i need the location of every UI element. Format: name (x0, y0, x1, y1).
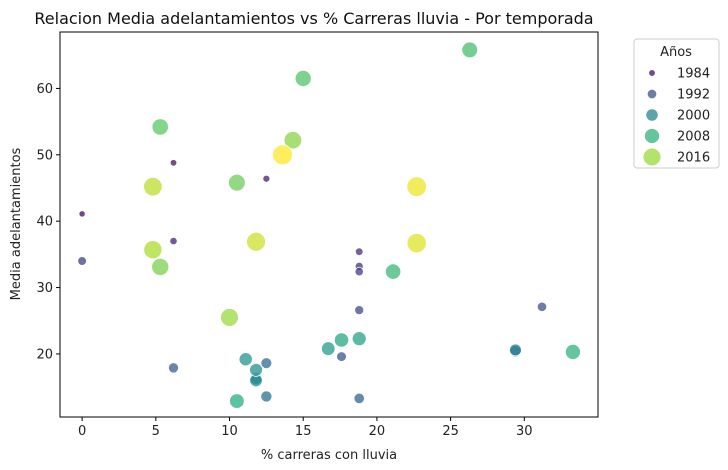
data-point (564, 343, 581, 360)
x-tick-label: 5 (152, 424, 160, 439)
legend-label: 2000 (677, 109, 710, 124)
data-point (384, 263, 402, 280)
data-point (246, 231, 266, 252)
data-point (169, 159, 178, 167)
y-tick-label: 20 (36, 347, 53, 362)
data-point (333, 332, 350, 348)
x-axis-label: % carreras con lluvia (261, 448, 397, 463)
legend-entries: 1984 1992 2000 2008 2016 (642, 67, 710, 167)
legend-label: 1984 (677, 67, 710, 82)
data-point (283, 131, 303, 150)
data-point (536, 301, 548, 312)
data-point (272, 144, 293, 166)
legend-marker (645, 108, 659, 122)
y-tick-label: 50 (36, 148, 53, 163)
y-axis-label: Media adelantamientos (9, 147, 24, 300)
data-point (77, 256, 87, 266)
legend: Años 1984 1992 2000 2008 2016 (633, 38, 720, 169)
data-point (169, 236, 178, 246)
data-point (351, 331, 367, 347)
legend-marker (642, 147, 662, 167)
legend-label: 1992 (677, 88, 710, 103)
data-point (321, 341, 336, 356)
data-point (336, 351, 347, 362)
data-point (406, 233, 427, 254)
legend-label: 2016 (677, 151, 710, 166)
data-point (262, 174, 271, 183)
data-point (354, 267, 364, 277)
data-point (354, 305, 365, 316)
y-tick-label: 40 (36, 215, 53, 230)
x-tick-label: 30 (516, 424, 533, 439)
legend-title: Años (660, 45, 692, 60)
x-axis-ticks: 0 5 10 15 20 25 30 (78, 417, 533, 439)
data-point (151, 257, 170, 276)
data-point (461, 41, 479, 59)
data-point (260, 390, 273, 403)
legend-marker (648, 69, 656, 77)
legend-marker (646, 88, 658, 100)
data-point (78, 210, 86, 218)
data-point (143, 240, 163, 260)
data-point (220, 308, 239, 327)
data-point (509, 343, 522, 357)
y-tick-label: 30 (36, 281, 53, 296)
data-point (353, 392, 365, 405)
data-point (406, 176, 427, 197)
y-axis-ticks: 20 30 40 50 60 (36, 82, 60, 362)
data-point (238, 352, 253, 367)
x-tick-label: 10 (221, 424, 238, 439)
legend-label: 2008 (677, 130, 710, 145)
data-point (229, 393, 245, 409)
x-tick-label: 20 (369, 424, 386, 439)
data-point (228, 173, 246, 192)
data-point (143, 176, 163, 197)
data-point (260, 357, 273, 370)
data-point (354, 247, 364, 256)
y-tick-label: 60 (36, 82, 53, 97)
points-layer (77, 41, 581, 409)
x-tick-label: 15 (295, 424, 312, 439)
data-point (294, 69, 312, 87)
data-point (151, 118, 169, 136)
x-tick-label: 0 (78, 424, 86, 439)
chart-title: Relacion Media adelantamientos vs % Carr… (34, 9, 593, 28)
plot-frame (59, 31, 599, 418)
data-point (249, 362, 263, 377)
x-tick-label: 25 (442, 424, 459, 439)
data-point (167, 362, 179, 374)
legend-marker (644, 128, 660, 144)
